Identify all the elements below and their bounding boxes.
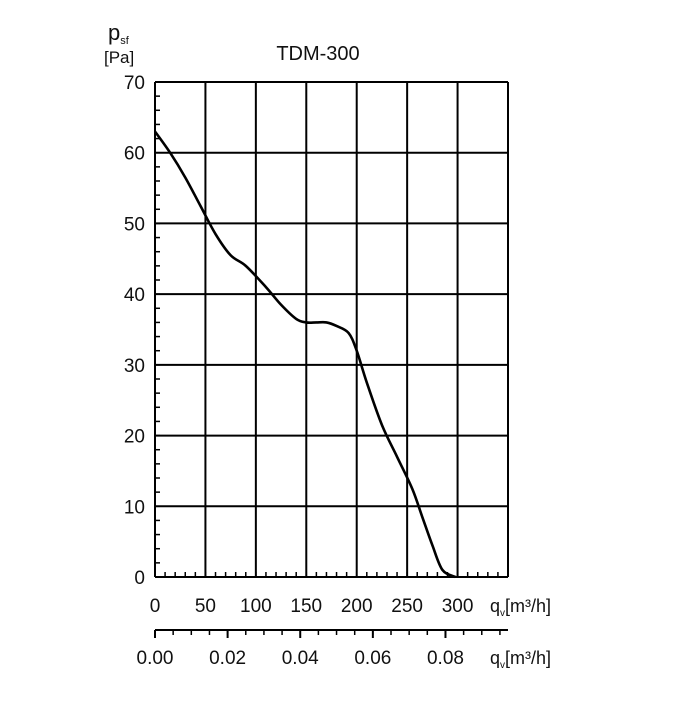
y-tick-label: 20 [124, 427, 145, 448]
y-tick-label: 10 [124, 497, 145, 518]
x2-axis-label-subscript: v [500, 660, 505, 671]
x2-axis-label-unit: [m³/h] [505, 648, 551, 668]
y-axis-unit: [Pa] [104, 48, 134, 67]
y-tick-label: 0 [134, 568, 145, 589]
y-tick-label: 50 [124, 214, 145, 235]
x-axis-label-symbol: q [490, 596, 500, 616]
y-tick-label: 40 [124, 285, 145, 306]
secondary-x-axis: 0.00 0.02 0.04 0.06 0.08 [137, 629, 508, 669]
x-axis-label: qv[m³/h] [490, 596, 551, 619]
y-axis-label: psf [Pa] [104, 20, 134, 67]
x-axis-label-subscript: v [500, 608, 505, 619]
x2-tick-label: 0.02 [209, 648, 246, 669]
x-axis-ticks: 0 50 100 150 200 250 300 [150, 596, 474, 617]
x2-tick-label: 0.00 [137, 648, 174, 669]
series-group [153, 130, 457, 579]
x-tick-label: 250 [391, 596, 423, 617]
x-tick-label: 300 [442, 596, 474, 617]
x2-axis-label-symbol: q [490, 648, 500, 668]
x-tick-label: 50 [195, 596, 216, 617]
y-tick-label: 30 [124, 356, 145, 377]
x2-axis-label: qv[m³/h] [490, 648, 551, 671]
y-axis-label-symbol: p [108, 20, 120, 45]
x-tick-label: 200 [341, 596, 373, 617]
y-axis-label-subscript: sf [120, 35, 130, 47]
series-line [153, 130, 457, 579]
y-tick-label: 60 [124, 144, 145, 165]
chart-title: TDM-300 [276, 43, 359, 65]
x-tick-label: 150 [290, 596, 322, 617]
x2-tick-label: 0.04 [282, 648, 319, 669]
svg-text:qv[m³/h]: qv[m³/h] [490, 596, 551, 619]
grid [154, 81, 509, 578]
x-axis-label-unit: [m³/h] [505, 596, 551, 616]
svg-text:psf: psf [108, 20, 130, 47]
x2-tick-label: 0.06 [354, 648, 391, 669]
x-tick-label: 0 [150, 596, 161, 617]
x-tick-label: 100 [240, 596, 272, 617]
y-axis-ticks: 0 10 20 30 40 50 60 70 [124, 73, 145, 589]
svg-text:qv[m³/h]: qv[m³/h] [490, 648, 551, 671]
x2-tick-label: 0.08 [427, 648, 464, 669]
y-tick-label: 70 [124, 73, 145, 94]
